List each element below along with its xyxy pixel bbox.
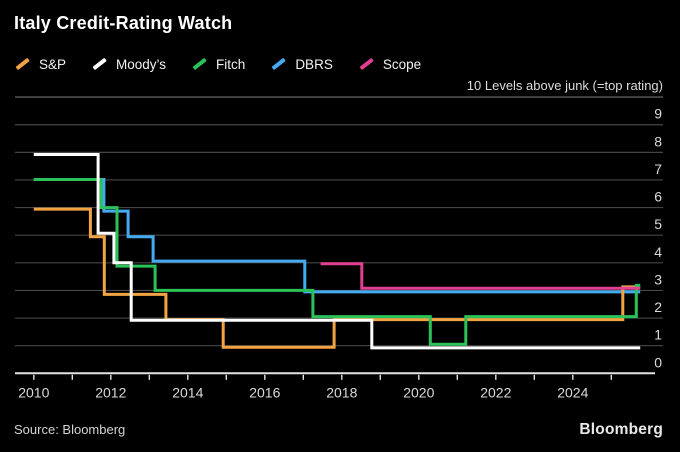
y-axis-tick-label: 5	[654, 216, 662, 232]
bloomberg-logo: Bloomberg	[579, 421, 663, 438]
x-axis-tick-label: 2010	[18, 385, 49, 401]
series-line-dbrs	[33, 178, 641, 294]
y-axis-tick-label: 8	[654, 133, 662, 149]
x-axis-tick-label: 2014	[172, 385, 203, 401]
y-axis-annotation: 10 Levels above junk (=top rating)	[466, 78, 663, 93]
y-axis-tick-label: 2	[654, 299, 662, 315]
y-axis-tick-label: 1	[654, 327, 662, 343]
x-axis-tick-label: 2022	[480, 385, 511, 401]
legend-item-fitch: Fitch	[192, 57, 245, 72]
series-line-scope	[320, 262, 641, 290]
legend-item-sp: S&P	[15, 57, 66, 72]
series-line-sp	[33, 207, 641, 349]
y-axis-tick-label: 7	[654, 161, 662, 177]
y-axis-tick-label: 3	[654, 271, 662, 287]
y-axis-tick-label: 9	[654, 106, 662, 122]
legend-item-dbrs: DBRS	[271, 57, 333, 72]
legend-label: Moody’s	[116, 56, 167, 72]
series-line-moodys	[33, 153, 641, 350]
series-line-fitch	[33, 178, 641, 346]
y-axis-tick-label: 0	[654, 354, 662, 370]
y-axis-tick-label: 6	[654, 189, 662, 205]
legend-label: S&P	[39, 56, 67, 72]
chart-title: Italy Credit-Rating Watch	[14, 13, 233, 33]
x-axis-tick-label: 2020	[403, 385, 434, 401]
chart-legend: S&P Moody’s Fitch DBRS Scope	[15, 55, 421, 73]
y-axis-tick-label: 4	[654, 244, 662, 260]
x-axis-tick-label: 2016	[249, 385, 280, 401]
legend-item-scope: Scope	[359, 57, 421, 72]
x-axis-tick-label: 2018	[326, 385, 357, 401]
x-axis-tick-label: 2012	[95, 385, 126, 401]
x-axis-tick-label: 2024	[557, 385, 588, 401]
legend-label: Fitch	[216, 56, 246, 72]
legend-item-moodys: Moody’s	[92, 57, 166, 72]
source-credit: Source: Bloomberg	[14, 422, 126, 437]
legend-label: DBRS	[295, 56, 333, 72]
legend-label: Scope	[382, 56, 422, 72]
